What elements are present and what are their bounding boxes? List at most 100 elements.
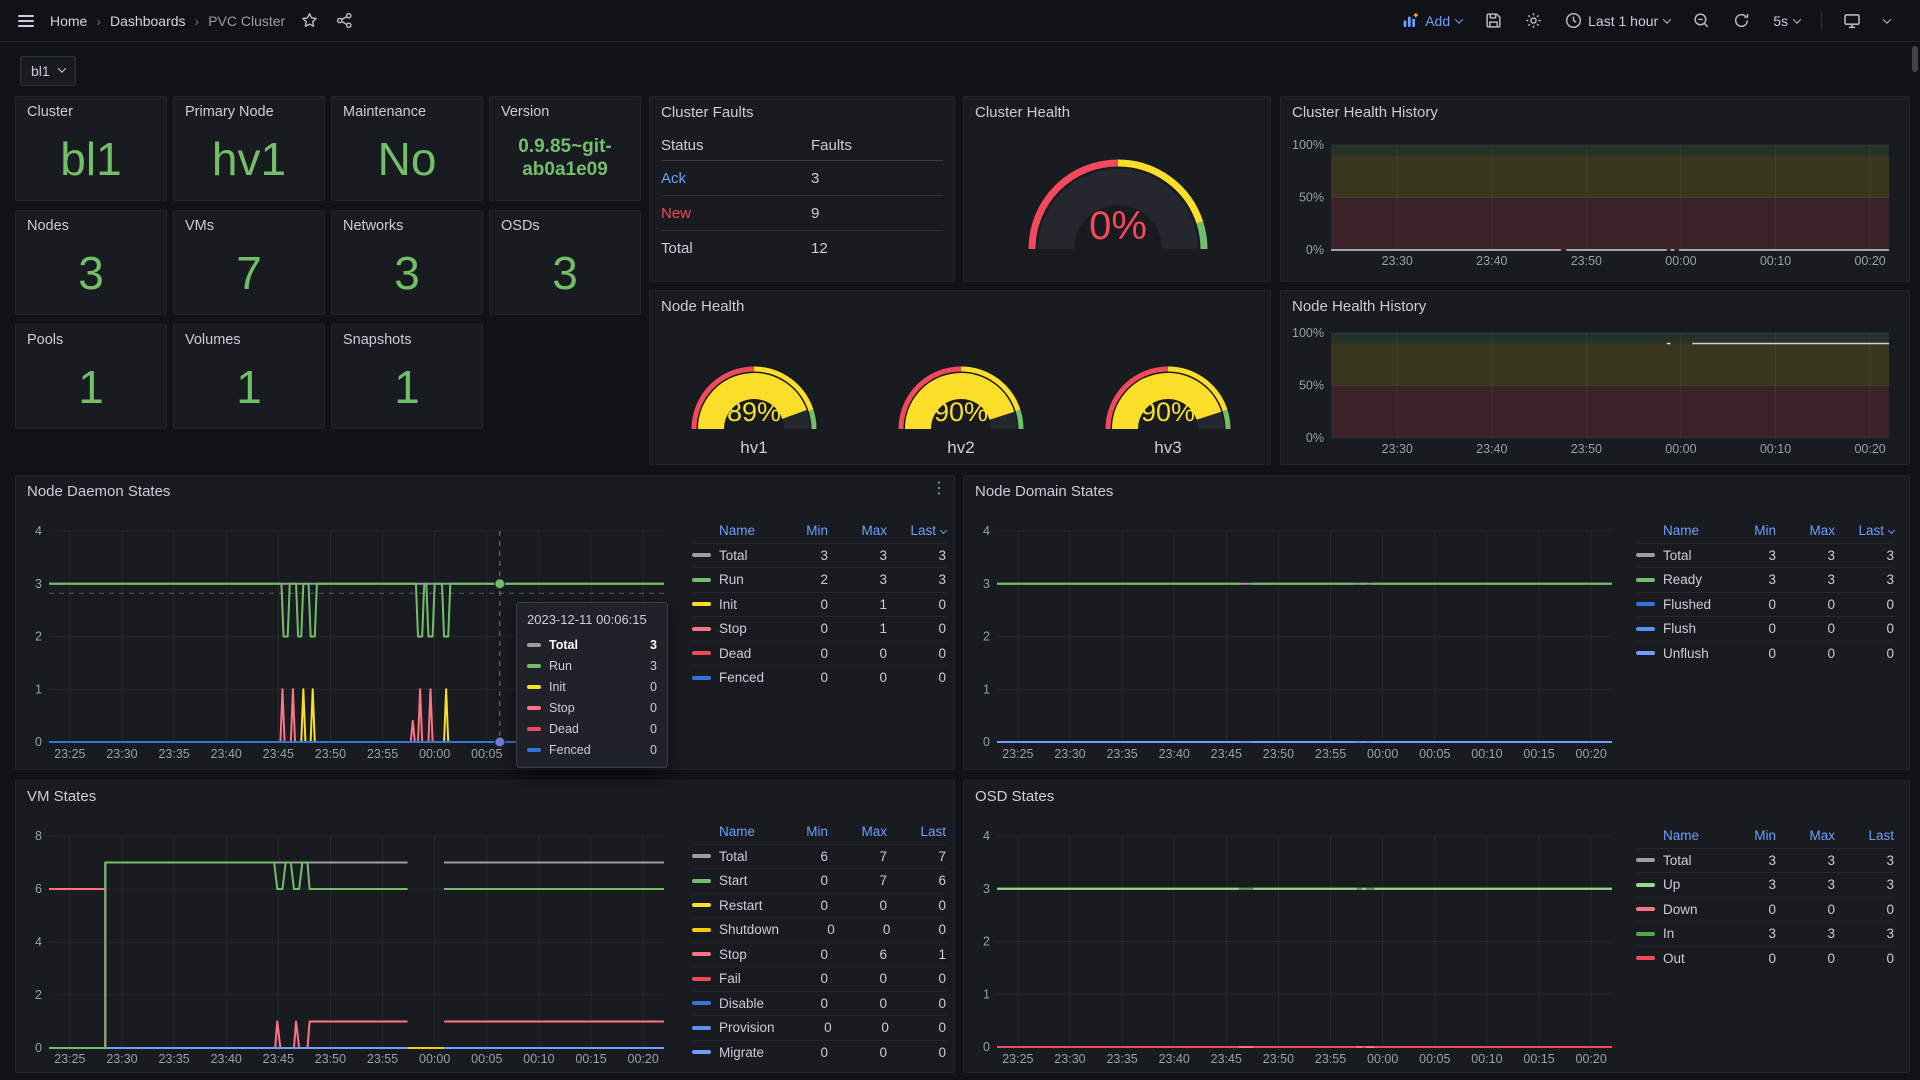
panel-title[interactable]: Cluster Faults — [661, 104, 754, 121]
legend-col-min[interactable]: Min — [806, 823, 828, 839]
node-domain-states-chart[interactable]: 23:25 23:30 23:35 23:40 23:45 23:50 23:55 00:00… — [964, 476, 1911, 771]
panel-title[interactable]: Node Daemon States — [27, 483, 171, 500]
col-status[interactable]: Status — [661, 137, 704, 154]
series-color-dash — [1636, 858, 1655, 863]
variable-dropdown-cluster[interactable]: bl1 — [20, 56, 76, 86]
save-dashboard-button[interactable] — [1483, 10, 1504, 31]
legend-col-max[interactable]: Max — [1809, 827, 1835, 843]
stat-title[interactable]: Version — [501, 104, 550, 120]
legend-series-name[interactable]: Shutdown — [692, 922, 779, 937]
legend-col-min[interactable]: Min — [1754, 827, 1776, 843]
favorite-star-button[interactable] — [299, 10, 320, 31]
legend-series-name[interactable]: Dead — [692, 646, 769, 661]
legend-series-name[interactable]: Ready — [1636, 572, 1717, 587]
osd-states-chart[interactable]: 23:25 23:30 23:35 23:40 23:45 23:50 23:55 00:00… — [964, 781, 1911, 1074]
legend-series-name[interactable]: Total — [692, 548, 769, 563]
breadcrumb-dashboards[interactable]: Dashboards — [110, 12, 186, 29]
svg-text:00:05: 00:05 — [1419, 747, 1450, 761]
stat-title[interactable]: Cluster — [27, 104, 73, 120]
legend-series-name[interactable]: Restart — [692, 898, 769, 913]
stat-title[interactable]: Volumes — [185, 332, 241, 348]
legend-header: Name Min Max Last — [1636, 518, 1896, 543]
legend-col-max[interactable]: Max — [861, 823, 887, 839]
legend-col-name[interactable]: Name — [1663, 827, 1700, 843]
refresh-interval-picker[interactable]: 5s — [1771, 11, 1802, 31]
stat-title[interactable]: Primary Node — [185, 104, 274, 120]
add-button[interactable]: Add — [1400, 10, 1464, 31]
panel-title[interactable]: Cluster Health History — [1292, 104, 1438, 121]
scrollbar-thumb[interactable] — [1912, 46, 1918, 72]
stat-title[interactable]: Snapshots — [343, 332, 412, 348]
legend-col-last[interactable]: Last — [1868, 827, 1894, 843]
panel-node-health-history: Node Health History 23:30 23:40 23:50 00:00… — [1280, 290, 1910, 465]
legend-series-name[interactable]: In — [1636, 926, 1717, 941]
legend-col-max[interactable]: Max — [1809, 522, 1835, 538]
legend-series-name[interactable]: Total — [692, 849, 769, 864]
legend-series-name[interactable]: Disable — [692, 996, 769, 1011]
legend-value: 0 — [1768, 645, 1776, 661]
legend-col-min[interactable]: Min — [806, 522, 828, 538]
legend-series-name[interactable]: Stop — [692, 947, 769, 962]
tooltip-row-total: Total 3 — [527, 634, 657, 655]
panel-title[interactable]: VM States — [27, 788, 97, 805]
collapse-nav-button[interactable] — [1882, 14, 1892, 26]
stat-title[interactable]: VMs — [185, 218, 214, 234]
vm-states-chart[interactable]: 23:25 23:30 23:35 23:40 23:45 23:50 23:55 00:00… — [16, 781, 956, 1074]
tooltip-row-stop: Stop 0 — [527, 697, 657, 718]
legend-series-name[interactable]: Start — [692, 873, 769, 888]
refresh-button[interactable] — [1731, 10, 1752, 31]
panel-title[interactable]: Node Health — [661, 298, 745, 315]
stat-title[interactable]: Maintenance — [343, 104, 427, 120]
share-button[interactable] — [334, 10, 355, 31]
stat-title[interactable]: Networks — [343, 218, 404, 234]
dashboard-settings-button[interactable] — [1523, 10, 1544, 31]
legend-col-name[interactable]: Name — [719, 522, 756, 538]
legend-col-last[interactable]: Last — [920, 823, 946, 839]
legend-series-name[interactable]: Provision — [692, 1020, 775, 1035]
legend-col-max[interactable]: Max — [861, 522, 887, 538]
menu-toggle-button[interactable] — [16, 13, 36, 29]
legend-series-name[interactable]: Stop — [692, 621, 769, 636]
legend-series-name[interactable]: Run — [692, 572, 769, 587]
legend-series-name[interactable]: Up — [1636, 877, 1717, 892]
legend-series-name[interactable]: Fail — [692, 971, 769, 986]
legend-series-name[interactable]: Total — [1636, 548, 1717, 563]
cluster-health-history-chart[interactable]: 23:30 23:40 23:50 00:00 00:10 00:20 0% 50% 100% — [1281, 97, 1911, 283]
legend-series-name[interactable]: Out — [1636, 951, 1717, 966]
legend-col-name[interactable]: Name — [1663, 522, 1700, 538]
panel-menu-icon[interactable]: ⋮ — [931, 480, 947, 497]
legend-series-name[interactable]: Flush — [1636, 621, 1717, 636]
legend-series-name[interactable]: Flushed — [1636, 597, 1717, 612]
time-range-picker[interactable]: Last 1 hour — [1563, 10, 1672, 31]
legend-col-last[interactable]: Last — [887, 523, 948, 538]
stat-title[interactable]: Pools — [27, 332, 64, 348]
col-faults[interactable]: Faults — [811, 137, 852, 154]
legend-series-name[interactable]: Total — [1636, 853, 1717, 868]
legend-value: 7 — [879, 873, 887, 889]
legend-series-name[interactable]: Init — [692, 597, 769, 612]
legend-value: 3 — [820, 547, 828, 563]
zoom-out-time-button[interactable] — [1691, 10, 1712, 31]
legend-series-name[interactable]: Down — [1636, 902, 1717, 917]
panel-title[interactable]: Node Domain States — [975, 483, 1114, 500]
legend-value: 0 — [1827, 621, 1835, 637]
legend-col-min[interactable]: Min — [1754, 522, 1776, 538]
kiosk-mode-button[interactable] — [1841, 10, 1863, 32]
node-daemon-states-chart[interactable]: 23:25 23:30 23:35 23:40 23:45 23:50 23:55 00:00… — [16, 476, 956, 771]
node-health-gauges[interactable]: 89% hv1 90% hv2 90% hv3 — [650, 291, 1272, 466]
stat-title[interactable]: OSDs — [501, 218, 540, 234]
panel-title[interactable]: Node Health History — [1292, 298, 1427, 315]
legend-series-name[interactable]: Fenced — [692, 670, 769, 685]
cluster-health-gauge[interactable]: 0% — [964, 97, 1272, 283]
legend-series-name[interactable]: Migrate — [692, 1045, 769, 1060]
legend-col-name[interactable]: Name — [719, 823, 756, 839]
panel-title[interactable]: OSD States — [975, 788, 1055, 805]
stat-title[interactable]: Nodes — [27, 218, 69, 234]
legend-value: 0 — [820, 946, 828, 962]
node-health-history-chart[interactable]: 23:30 23:40 23:50 00:00 00:10 00:20 0% 50% 100% — [1281, 291, 1911, 466]
panel-title[interactable]: Cluster Health — [975, 104, 1071, 121]
breadcrumb-home[interactable]: Home — [50, 12, 88, 29]
legend-col-last[interactable]: Last — [1835, 523, 1896, 538]
svg-text:23:45: 23:45 — [263, 1052, 294, 1066]
legend-series-name[interactable]: Unflush — [1636, 646, 1717, 661]
